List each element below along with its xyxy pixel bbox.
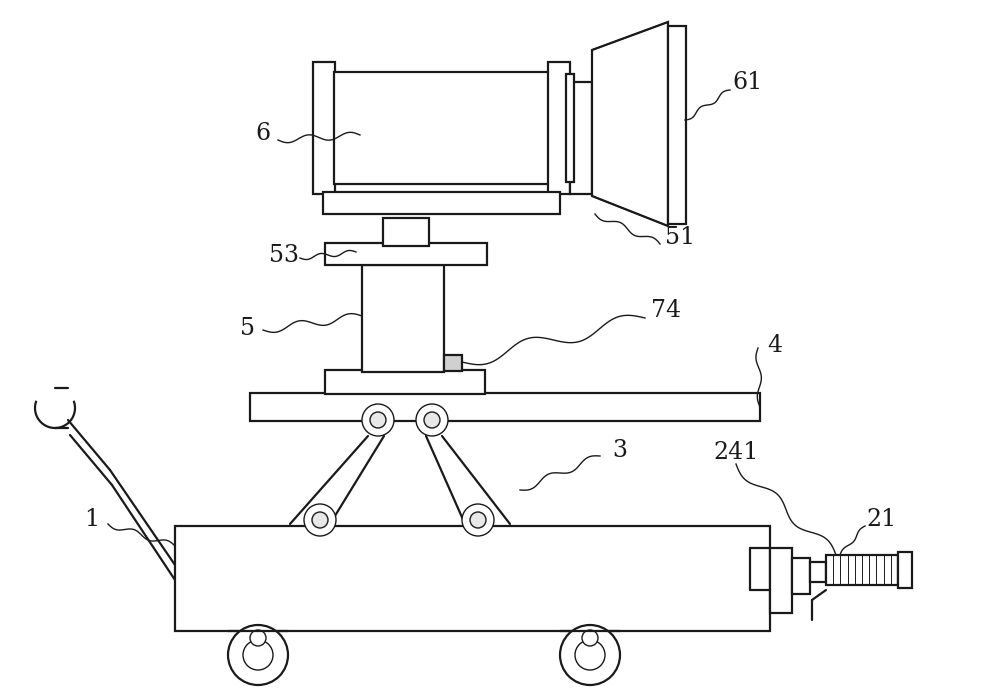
Text: 53: 53 [269,243,299,267]
Bar [826,555,898,585]
Bar [792,558,810,594]
Bar [770,548,792,613]
Bar [175,526,770,631]
Bar [325,370,485,394]
Text: 51: 51 [665,225,695,249]
Bar [810,562,826,582]
Polygon shape [592,22,668,226]
Circle shape [362,404,394,436]
Circle shape [575,640,605,670]
Circle shape [462,504,494,536]
Text: 3: 3 [612,439,628,462]
Circle shape [312,512,328,528]
Bar [668,26,686,224]
Bar [250,393,760,421]
Circle shape [424,412,440,428]
Bar [325,243,487,265]
Circle shape [250,630,266,646]
Text: 4: 4 [767,334,783,357]
Bar [313,62,335,194]
Circle shape [582,630,598,646]
Bar [444,355,462,371]
Circle shape [470,512,486,528]
Text: 1: 1 [84,509,100,531]
Bar [334,72,549,184]
Text: 74: 74 [651,299,681,321]
Text: 241: 241 [713,440,759,464]
Circle shape [304,504,336,536]
Circle shape [243,640,273,670]
Circle shape [370,412,386,428]
Text: 6: 6 [255,122,271,144]
Bar [548,62,570,194]
Bar [566,74,574,182]
Bar [383,218,429,246]
Bar [323,192,560,214]
Text: 5: 5 [240,316,256,339]
Bar [570,82,592,194]
Bar [362,265,444,372]
Circle shape [560,625,620,685]
Text: 61: 61 [733,70,763,93]
Circle shape [416,404,448,436]
Bar [898,552,912,588]
Circle shape [228,625,288,685]
Text: 21: 21 [867,509,897,531]
